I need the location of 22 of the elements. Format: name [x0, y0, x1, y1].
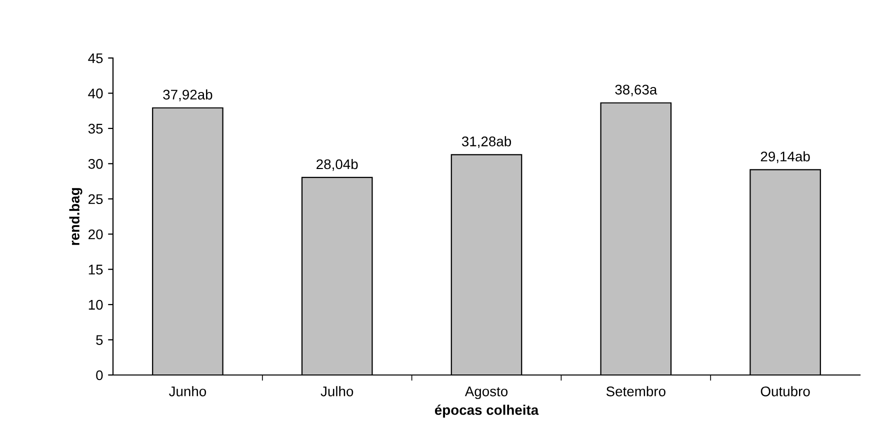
y-tick-label: 10 — [88, 300, 103, 310]
data-label: 31,28ab — [462, 136, 512, 148]
y-tick-label: 40 — [88, 88, 103, 98]
y-tick-label: 25 — [88, 194, 103, 204]
x-tick-label: Setembro — [606, 386, 666, 396]
y-tick-label: 45 — [88, 53, 103, 64]
x-tick-label: Julho — [320, 386, 354, 396]
data-label: 28,04b — [316, 158, 358, 171]
y-tick-label: 15 — [88, 264, 103, 275]
y-axis-title: rend.bag — [69, 188, 82, 245]
x-tick-label: Junho — [169, 386, 206, 396]
data-label: 29,14ab — [760, 151, 810, 164]
y-tick-label: 5 — [96, 335, 103, 345]
x-tick-label: Agosto — [464, 386, 508, 400]
data-label: 37,92ab — [163, 89, 212, 102]
y-tick-label: 0 — [96, 370, 103, 380]
y-tick-label: 30 — [88, 159, 103, 169]
y-tick-label: 20 — [88, 229, 103, 240]
y-tick-label: 35 — [88, 124, 103, 134]
data-label: 38,63a — [615, 84, 658, 96]
x-tick-label: Outubro — [760, 386, 810, 396]
x-axis-title: épocas colheita — [434, 404, 539, 418]
